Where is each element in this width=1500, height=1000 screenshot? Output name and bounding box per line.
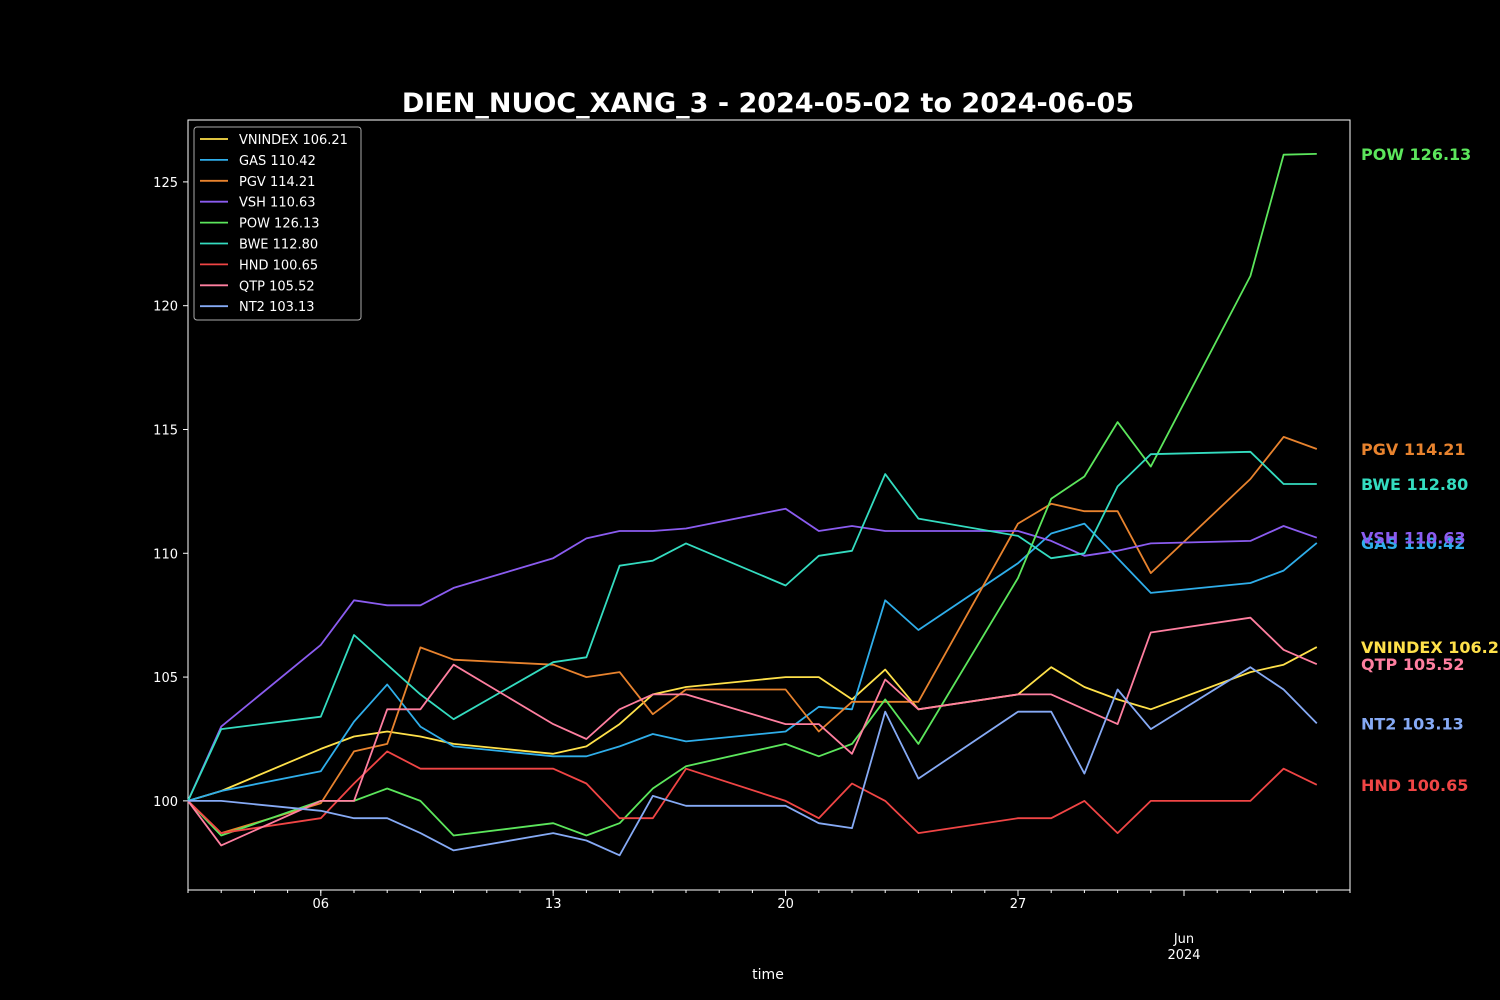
series-line-gas <box>187 522 1318 802</box>
y-tick-label: 125 <box>153 176 178 191</box>
legend-label-bwe: BWE 112.80 <box>239 238 318 253</box>
series-line-hnd <box>187 750 1318 834</box>
x-tick-label: 20 <box>777 897 794 912</box>
series-line-qtp <box>187 616 1318 847</box>
legend-label-hnd: HND 100.65 <box>239 258 318 273</box>
x-tick-label: Jun <box>1173 932 1194 947</box>
end-label-vsh: VSH 110.63 <box>1361 529 1466 548</box>
legend-label-vnindex: VNINDEX 106.21 <box>239 133 348 148</box>
legend-label-qtp: QTP 105.52 <box>239 279 315 294</box>
end-labels: VNINDEX 106.21 GAS 110.42 PGV 114.21 VSH 11… <box>1361 145 1500 795</box>
end-label-pgv: PGV 114.21 <box>1361 440 1466 459</box>
chart-title: DIEN_NUOC_XANG_3 - 2024-05-02 to 2024-06… <box>402 88 1134 119</box>
x-tick-sublabel: 2024 <box>1167 948 1200 963</box>
legend-label-vsh: VSH 110.63 <box>239 196 316 211</box>
series-line-pgv <box>187 435 1318 834</box>
legend-label-pow: POW 126.13 <box>239 217 320 232</box>
x-tick-label: 13 <box>545 897 562 912</box>
end-label-qtp: QTP 105.52 <box>1361 655 1465 674</box>
y-tick-label: 110 <box>153 547 178 562</box>
y-tick-label: 115 <box>153 423 178 438</box>
y-tick-label: 120 <box>153 300 178 315</box>
end-label-hnd: HND 100.65 <box>1361 776 1468 795</box>
legend-label-pgv: PGV 114.21 <box>239 175 315 190</box>
end-label-bwe: BWE 112.80 <box>1361 475 1468 494</box>
legend: VNINDEX 106.21 GAS 110.42 PGV 114.21 VSH 11… <box>193 126 362 321</box>
legend-label-nt2: NT2 103.13 <box>239 300 315 315</box>
end-label-nt2: NT2 103.13 <box>1361 714 1464 733</box>
y-axis: 100 105 110 115 120 125 <box>153 176 188 810</box>
end-label-gas: GAS 110.42 <box>1361 534 1465 553</box>
series-line-nt2 <box>188 666 1318 857</box>
x-tick-label: 06 <box>313 897 330 912</box>
x-tick-label: 27 <box>1010 897 1027 912</box>
series-line-vsh <box>187 507 1318 802</box>
series-lines <box>187 153 1318 857</box>
y-tick-label: 105 <box>153 671 178 686</box>
legend-box <box>193 126 362 321</box>
series-line-vnindex <box>187 646 1318 802</box>
end-label-pow: POW 126.13 <box>1361 145 1471 164</box>
x-axis-label: time <box>752 967 784 983</box>
end-label-vnindex: VNINDEX 106.21 <box>1361 638 1500 657</box>
series-line-pow <box>187 153 1317 837</box>
series-line-bwe <box>187 450 1317 802</box>
y-tick-label: 100 <box>153 795 178 810</box>
plot-frame <box>187 119 1351 891</box>
legend-label-gas: GAS 110.42 <box>239 154 316 169</box>
plot-area <box>187 119 1351 891</box>
